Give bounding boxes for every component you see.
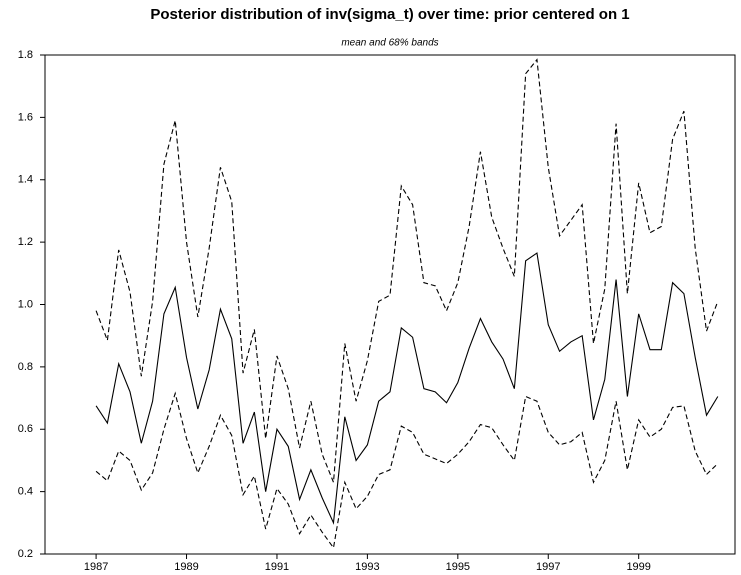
y-tick-label: 1.4 — [18, 174, 33, 186]
series-line — [95, 391, 719, 550]
x-tick-label: 1989 — [174, 561, 198, 573]
y-tick-label: 1.2 — [18, 236, 33, 248]
y-tick-label: 1.6 — [18, 111, 33, 123]
x-tick-label: 1993 — [355, 561, 379, 573]
x-tick-label: 1995 — [446, 561, 470, 573]
x-tick-label: 1987 — [84, 561, 108, 573]
y-tick-label: 1.0 — [18, 298, 33, 310]
x-tick-label: 1991 — [265, 561, 289, 573]
y-tick-label: 0.4 — [18, 486, 33, 498]
y-tick-label: 0.6 — [18, 423, 33, 435]
x-tick-label: 1999 — [626, 561, 650, 573]
chart-title: Posterior distribution of inv(sigma_t) o… — [150, 6, 629, 23]
series-line — [95, 252, 719, 525]
y-tick-label: 0.2 — [18, 548, 33, 560]
chart-subtitle: mean and 68% bands — [341, 38, 438, 49]
y-tick-label: 0.8 — [18, 361, 33, 373]
x-tick-label: 1997 — [536, 561, 560, 573]
y-tick-label: 1.8 — [18, 49, 33, 61]
